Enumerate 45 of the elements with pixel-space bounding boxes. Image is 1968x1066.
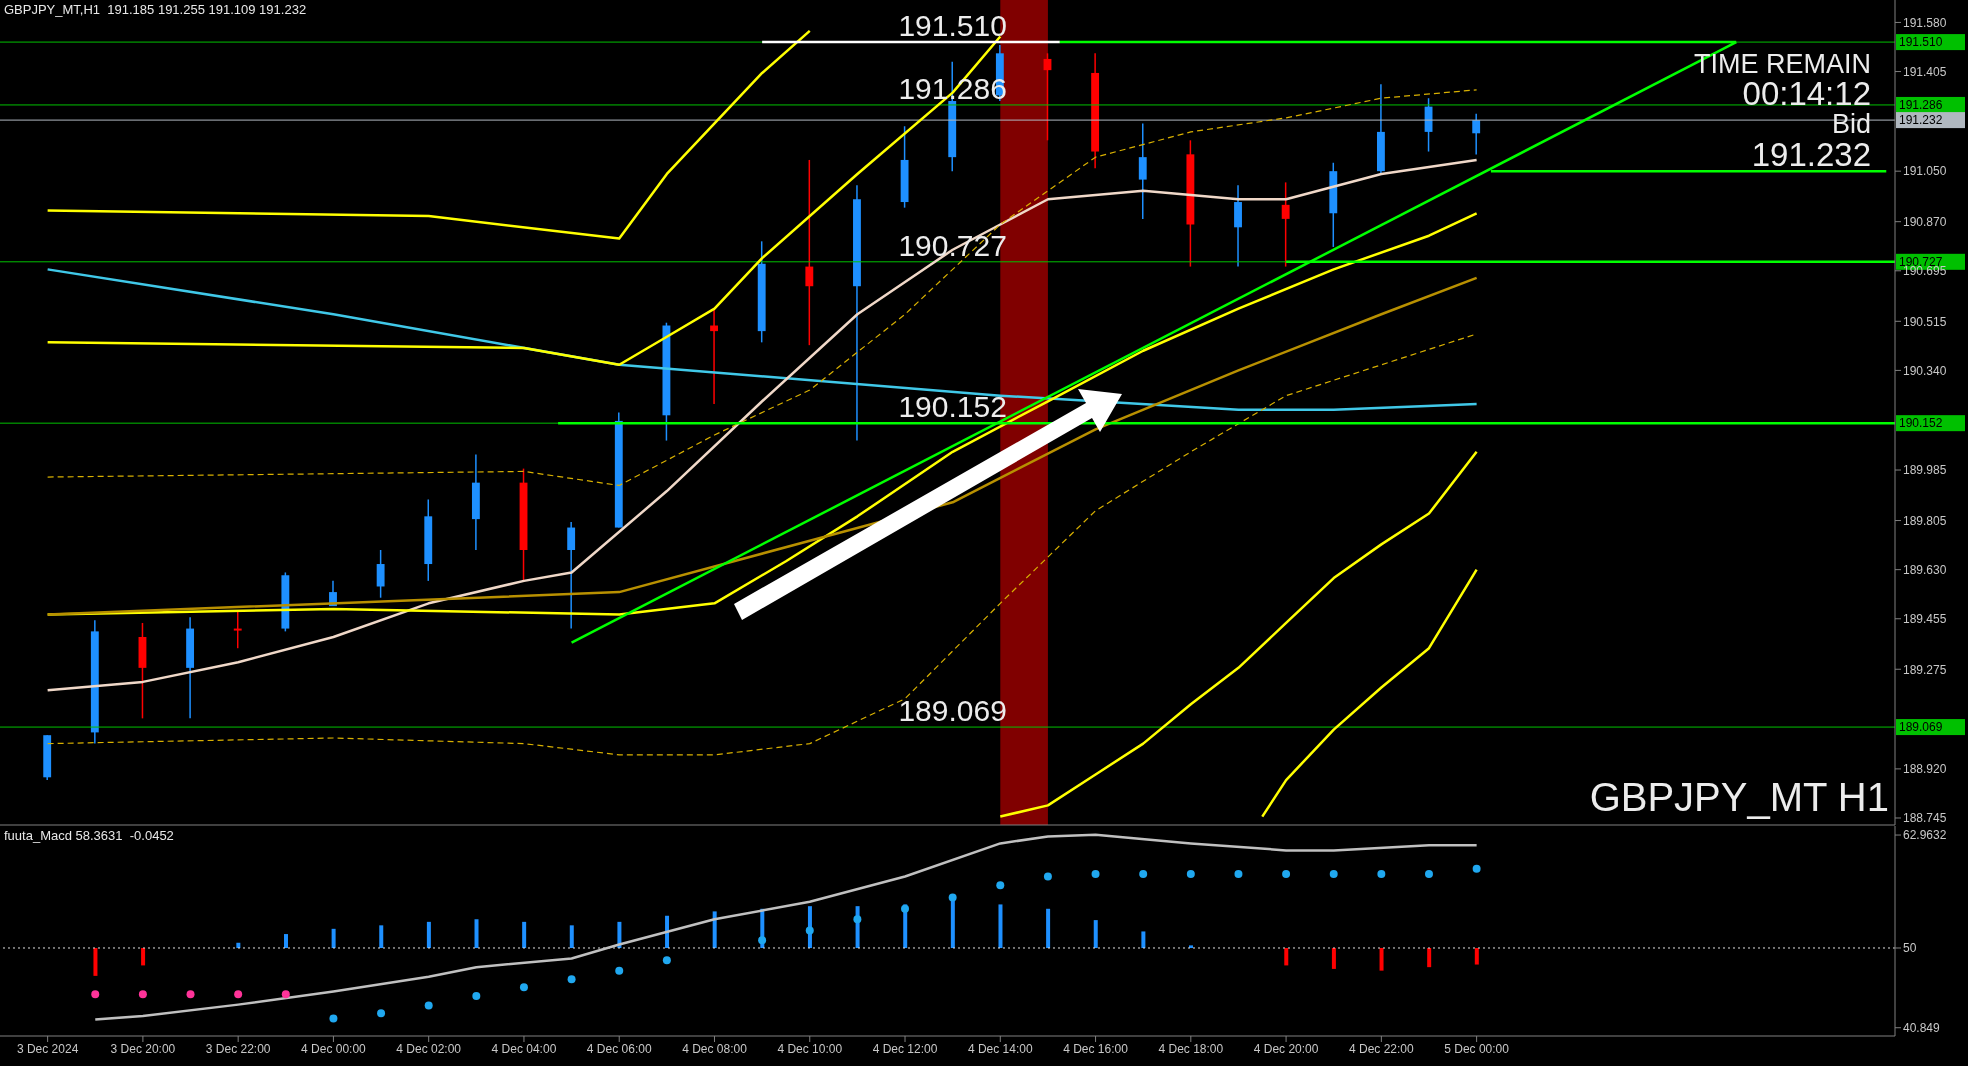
x-tick-label: 3 Dec 2024 bbox=[16, 1041, 79, 1056]
y-tick-label: 190.340 bbox=[1903, 363, 1947, 378]
ref-line-label: 191.286 bbox=[1899, 97, 1943, 112]
x-tick-label: 4 Dec 00:00 bbox=[301, 1041, 367, 1056]
x-tick-label: 3 Dec 22:00 bbox=[205, 1041, 271, 1056]
y-tick-label: 189.630 bbox=[1903, 562, 1947, 577]
y-tick-label: 189.275 bbox=[1903, 662, 1947, 677]
annotation: Bid bbox=[1831, 109, 1871, 139]
y-tick-label: 188.745 bbox=[1903, 811, 1947, 826]
x-tick-label: 5 Dec 00:00 bbox=[1444, 1041, 1510, 1056]
annotation: 191.510 bbox=[898, 9, 1007, 43]
y-tick-label: 191.580 bbox=[1903, 15, 1947, 30]
y-tick-label: 188.920 bbox=[1903, 762, 1947, 777]
y-tick-label: 190.515 bbox=[1903, 314, 1947, 329]
x-tick-label: 3 Dec 20:00 bbox=[110, 1041, 176, 1056]
y-tick-label: 62.9632 bbox=[1903, 828, 1947, 843]
annotation: 189.069 bbox=[898, 694, 1007, 728]
y-tick-label: 189.805 bbox=[1903, 513, 1947, 528]
x-tick-label: 4 Dec 08:00 bbox=[682, 1041, 748, 1056]
y-tick-label: 40.849 bbox=[1903, 1020, 1941, 1035]
y-tick-label: 189.985 bbox=[1903, 463, 1947, 478]
annotation: GBPJPY_MT H1 bbox=[1589, 775, 1889, 819]
y-tick-label: 191.405 bbox=[1903, 64, 1947, 79]
y-tick-label: 50 bbox=[1903, 941, 1917, 956]
ref-line-label: 189.069 bbox=[1899, 720, 1943, 735]
x-tick-label: 4 Dec 10:00 bbox=[777, 1041, 843, 1056]
ref-line-label: 191.232 bbox=[1899, 113, 1943, 128]
chart-title: GBPJPY_MT,H1 191.185 191.255 191.109 191.232 bbox=[4, 2, 307, 17]
annotation: 190.152 bbox=[898, 390, 1007, 424]
annotation: 191.232 bbox=[1751, 136, 1871, 173]
y-tick-label: 189.455 bbox=[1903, 612, 1947, 627]
ref-line-label: 191.510 bbox=[1899, 35, 1943, 50]
x-tick-label: 4 Dec 12:00 bbox=[872, 1041, 938, 1056]
x-tick-label: 4 Dec 22:00 bbox=[1349, 1041, 1415, 1056]
x-tick-label: 4 Dec 02:00 bbox=[396, 1041, 462, 1056]
x-tick-label: 4 Dec 06:00 bbox=[586, 1041, 652, 1056]
x-tick-label: 4 Dec 18:00 bbox=[1158, 1041, 1224, 1056]
x-tick-label: 4 Dec 14:00 bbox=[967, 1041, 1033, 1056]
x-tick-label: 4 Dec 20:00 bbox=[1253, 1041, 1319, 1056]
x-tick-label: 4 Dec 16:00 bbox=[1063, 1041, 1129, 1056]
x-tick-label: 4 Dec 04:00 bbox=[491, 1041, 557, 1056]
y-tick-label: 191.050 bbox=[1903, 164, 1947, 179]
ref-line-label: 190.152 bbox=[1899, 416, 1943, 431]
chart-title: fuuta_Macd 58.3631 -0.0452 bbox=[4, 828, 174, 843]
y-tick-label: 190.870 bbox=[1903, 214, 1947, 229]
